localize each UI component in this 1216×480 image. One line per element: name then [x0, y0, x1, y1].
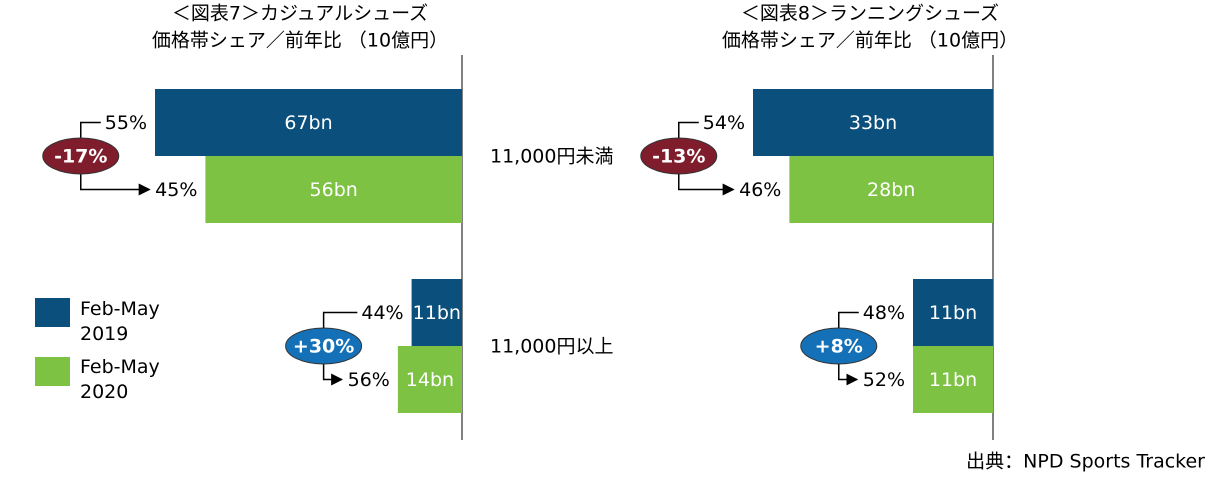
category-label: 11,000円以上: [490, 336, 613, 358]
bar: [753, 89, 993, 156]
change-label: -17%: [54, 146, 107, 168]
change-badge: [285, 327, 363, 365]
bar: [789, 156, 993, 223]
value-label: 11bn: [413, 302, 461, 324]
value-label: 67bn: [284, 112, 332, 134]
change-label: +8%: [815, 336, 863, 358]
change-badge: [800, 327, 878, 365]
share-label: 56%: [348, 369, 390, 391]
share-label: 46%: [739, 179, 781, 201]
value-label: 11bn: [929, 369, 977, 391]
share-label: 54%: [703, 112, 745, 134]
change-badge: [42, 137, 120, 175]
share-label: 45%: [155, 179, 197, 201]
bar: [913, 346, 993, 413]
share-label: 55%: [105, 112, 147, 134]
chart-title: ＜図表8＞ランニングシューズ: [741, 3, 999, 25]
bar: [155, 89, 462, 156]
bar: [205, 156, 462, 223]
category-label: 11,000円未満: [490, 146, 613, 168]
legend-label: Feb-May 2020: [80, 356, 160, 403]
value-label: 14bn: [406, 369, 454, 391]
change-badge: [640, 137, 718, 175]
source: 出典：NPD Sports Tracker: [966, 451, 1205, 473]
value-label: 11bn: [929, 302, 977, 324]
chart-subtitle: 価格帯シェア／前年比 （10億円）: [722, 30, 1018, 52]
share-label: 48%: [863, 302, 905, 324]
change-label: -13%: [652, 146, 705, 168]
chart-subtitle: 価格帯シェア／前年比 （10億円）: [152, 30, 448, 52]
change-label: +30%: [293, 336, 354, 358]
value-label: 28bn: [867, 179, 915, 201]
share-label: 52%: [863, 369, 905, 391]
bar: [411, 279, 462, 346]
bar: [397, 346, 462, 413]
legend-swatch: [35, 357, 70, 386]
share-label: 44%: [361, 302, 403, 324]
legend-swatch: [35, 298, 70, 327]
legend-label: Feb-May 2019: [80, 298, 160, 345]
bar: [913, 279, 993, 346]
chart-title: ＜図表7＞カジュアルシューズ: [172, 3, 428, 25]
value-label: 33bn: [849, 112, 897, 134]
value-label: 56bn: [310, 179, 358, 201]
